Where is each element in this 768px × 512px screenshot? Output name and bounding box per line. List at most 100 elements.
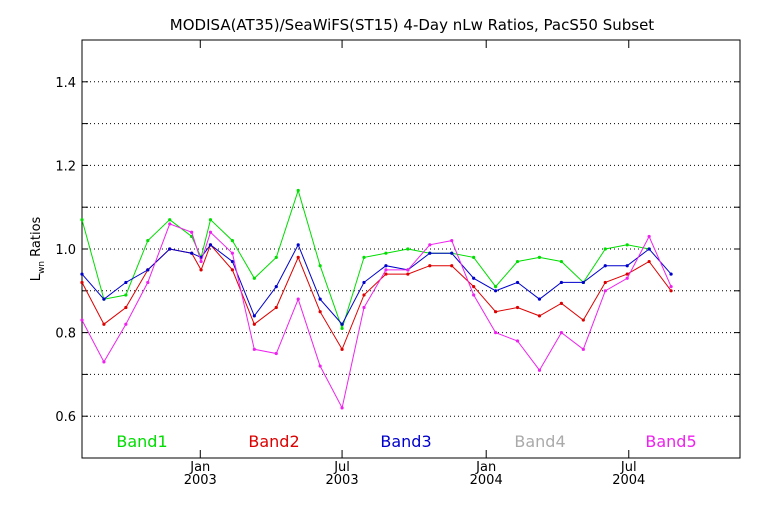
data-point	[252, 347, 256, 351]
data-point	[274, 305, 278, 310]
data-point	[199, 268, 203, 272]
data-point	[515, 305, 520, 310]
data-point	[230, 251, 234, 255]
data-point	[625, 243, 629, 247]
y-axis: 0.6 0.8 1.0 1.2 1.4	[55, 76, 740, 425]
x-tick-label-month: Jul	[620, 460, 637, 475]
data-point	[362, 305, 366, 310]
y-axis-label-main: L	[29, 273, 44, 281]
data-point	[318, 364, 322, 368]
data-point	[80, 272, 84, 276]
data-point	[559, 301, 564, 305]
data-point	[428, 243, 432, 247]
data-point	[647, 234, 651, 239]
data-point	[384, 272, 388, 276]
data-point	[428, 251, 432, 255]
data-point	[230, 239, 234, 243]
data-point	[384, 251, 388, 255]
legend-item-band3: Band3	[380, 432, 431, 451]
data-point	[340, 326, 344, 331]
data-point	[146, 268, 150, 272]
data-point	[274, 255, 278, 259]
data-point	[669, 272, 673, 276]
series-lines	[80, 188, 673, 410]
data-point	[362, 255, 366, 259]
data-point	[625, 272, 629, 276]
data-point	[230, 259, 234, 264]
chart-title: MODISA(AT35)/SeaWiFS(ST15) 4-Day nLw Rat…	[170, 16, 655, 34]
data-point	[515, 280, 520, 285]
data-point	[494, 331, 498, 335]
data-point	[384, 264, 388, 268]
data-point	[124, 280, 128, 285]
legend-item-band1: Band1	[116, 432, 167, 451]
data-point	[559, 331, 564, 335]
data-point	[274, 351, 278, 356]
data-point	[168, 222, 172, 226]
data-point	[406, 268, 410, 272]
data-point	[80, 280, 84, 285]
series-band3	[80, 243, 673, 326]
data-point	[168, 247, 172, 251]
series-band5	[80, 222, 673, 410]
data-point	[450, 251, 454, 255]
data-point	[581, 347, 585, 351]
data-point	[647, 247, 651, 251]
y-tick-label: 0.8	[55, 327, 76, 342]
legend-item-band2: Band2	[248, 432, 299, 451]
data-point	[406, 247, 410, 251]
data-point	[252, 322, 256, 326]
data-point	[190, 251, 194, 255]
data-point	[199, 259, 203, 264]
data-point	[124, 322, 128, 326]
data-point	[384, 268, 388, 272]
x-tick-label-month: Jan	[475, 460, 496, 475]
data-point	[362, 280, 366, 285]
x-tick-label-year: 2003	[326, 473, 359, 488]
data-point	[340, 406, 344, 410]
data-point	[318, 297, 322, 301]
data-point	[559, 259, 564, 264]
y-tick-label: 1.0	[55, 243, 76, 258]
data-point	[102, 322, 106, 326]
data-point	[537, 314, 542, 318]
data-point	[146, 239, 150, 243]
x-tick-label-year: 2004	[470, 473, 503, 488]
y-axis-label-rest: Ratios	[29, 216, 44, 261]
data-point	[296, 297, 300, 301]
data-point	[494, 285, 498, 289]
data-point	[340, 322, 344, 326]
legend-item-band4: Band4	[514, 432, 565, 451]
legend: Band1 Band2 Band3 Band4 Band5	[116, 432, 696, 451]
data-point	[102, 297, 106, 301]
data-point	[168, 218, 172, 222]
data-point	[340, 347, 344, 351]
x-tick-label-year: 2004	[612, 473, 645, 488]
data-point	[80, 318, 84, 322]
data-point	[450, 264, 454, 268]
data-point	[494, 310, 498, 314]
data-point	[406, 272, 410, 276]
data-point	[208, 230, 213, 234]
y-axis-label: Lwn Ratios	[29, 216, 47, 281]
data-point	[146, 280, 150, 285]
data-point	[252, 314, 256, 318]
data-point	[603, 280, 607, 285]
data-point	[296, 243, 300, 247]
series-band2	[80, 243, 673, 351]
data-point	[296, 188, 300, 193]
data-point	[625, 276, 629, 280]
series-band1	[80, 188, 651, 331]
data-point	[537, 368, 542, 372]
data-point	[190, 230, 194, 234]
data-point	[318, 264, 322, 268]
data-point	[102, 360, 106, 364]
x-tick-label-month: Jan	[189, 460, 210, 475]
y-grid	[82, 81, 740, 417]
data-point	[559, 280, 564, 285]
data-point	[80, 218, 84, 222]
data-point	[625, 264, 629, 268]
y-tick-label: 1.4	[55, 76, 76, 91]
